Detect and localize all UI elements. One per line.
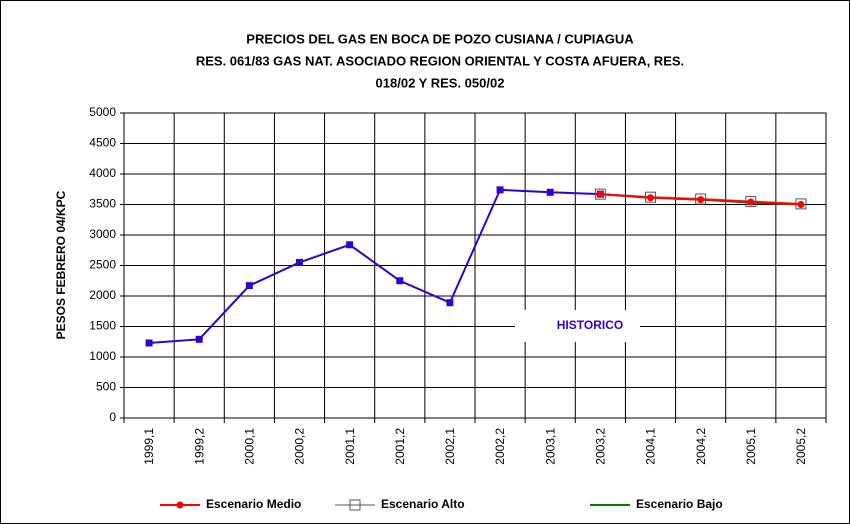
y-tick-label: 3000 <box>89 227 116 241</box>
chart-title: 018/02 Y RES. 050/02 <box>376 75 505 90</box>
point <box>695 193 707 205</box>
legend-label: Escenario Medio <box>206 497 301 511</box>
point <box>745 195 757 207</box>
point <box>747 198 755 206</box>
chart-title: PRECIOS DEL GAS EN BOCA DE POZO CUSIANA … <box>246 31 634 46</box>
legend-label: Escenario Alto <box>381 497 465 511</box>
series-line <box>148 188 601 344</box>
x-tick-label: 2004,1 <box>644 428 658 465</box>
y-tick-label: 2500 <box>89 258 116 272</box>
annotation-box <box>515 310 640 342</box>
y-tick-label: 1000 <box>89 349 116 363</box>
legend-item: Escenario Alto <box>335 497 465 511</box>
point <box>195 335 203 343</box>
point <box>594 188 606 200</box>
point <box>795 198 807 210</box>
point <box>446 299 454 307</box>
point <box>647 194 654 202</box>
x-tick-label: 2003,1 <box>543 428 557 465</box>
y-tick-label: 4000 <box>89 166 116 180</box>
point <box>296 258 303 266</box>
point <box>245 282 253 290</box>
x-tick-label: 1999,1 <box>142 428 156 465</box>
point <box>697 196 705 204</box>
x-tick-label: 2005,2 <box>794 428 808 465</box>
legend-item: Escenario Medio <box>160 497 301 511</box>
y-tick-label: 0 <box>109 410 116 424</box>
series-annotation: HISTORICO <box>557 318 623 332</box>
point <box>346 241 354 249</box>
y-tick-label: 1500 <box>89 319 116 333</box>
x-tick-label: 1999,2 <box>192 428 206 465</box>
x-tick-label: 2003,2 <box>594 428 608 465</box>
point <box>797 201 805 208</box>
x-tick-label: 2000,2 <box>293 428 307 465</box>
point <box>145 339 153 347</box>
y-tick-label: 3500 <box>89 197 116 211</box>
point <box>496 186 504 194</box>
x-tick-label: 2002,2 <box>493 428 507 465</box>
point <box>396 277 404 285</box>
point <box>349 499 361 511</box>
point <box>645 191 656 203</box>
y-tick-label: 5000 <box>89 105 116 119</box>
x-tick-label: 2001,1 <box>343 428 357 465</box>
y-tick-label: 4500 <box>89 136 116 150</box>
y-tick-label: 500 <box>96 380 116 394</box>
x-tick-label: 2005,1 <box>744 428 758 465</box>
point <box>596 190 604 198</box>
x-tick-label: 2001,2 <box>393 428 407 465</box>
x-tick-label: 2002,1 <box>443 428 457 465</box>
legend-item: Escenario Bajo <box>590 497 723 511</box>
chart-title: RES. 061/83 GAS NAT. ASOCIADO REGION ORI… <box>196 53 684 68</box>
legend-label: Escenario Bajo <box>636 497 723 511</box>
point <box>546 188 554 196</box>
point <box>176 501 184 509</box>
x-tick-label: 2004,2 <box>694 428 708 465</box>
y-axis-label: PESOS FEBRERO 04/KPC <box>54 190 68 339</box>
y-tick-label: 2000 <box>89 288 116 302</box>
x-tick-label: 2000,1 <box>243 428 257 465</box>
